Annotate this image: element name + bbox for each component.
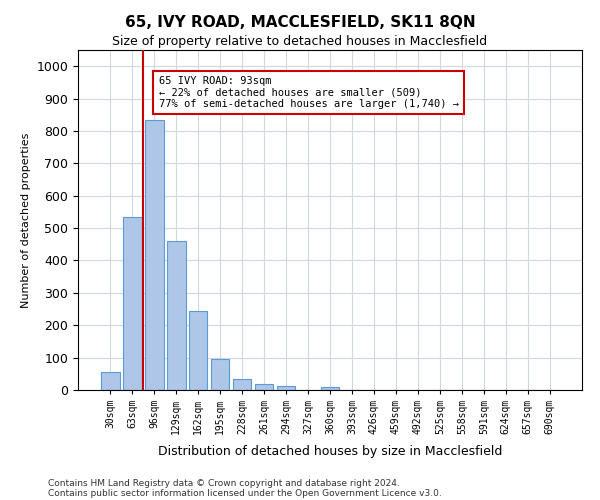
Text: 65, IVY ROAD, MACCLESFIELD, SK11 8QN: 65, IVY ROAD, MACCLESFIELD, SK11 8QN xyxy=(125,15,475,30)
Bar xyxy=(233,378,251,390)
Y-axis label: Number of detached properties: Number of detached properties xyxy=(21,132,31,308)
Bar xyxy=(211,358,229,390)
Bar xyxy=(123,217,142,390)
X-axis label: Distribution of detached houses by size in Macclesfield: Distribution of detached houses by size … xyxy=(158,446,502,458)
Text: Contains public sector information licensed under the Open Government Licence v3: Contains public sector information licen… xyxy=(48,488,442,498)
Bar xyxy=(255,384,274,390)
Text: Contains HM Land Registry data © Crown copyright and database right 2024.: Contains HM Land Registry data © Crown c… xyxy=(48,478,400,488)
Bar xyxy=(145,120,164,390)
Text: Size of property relative to detached houses in Macclesfield: Size of property relative to detached ho… xyxy=(112,35,488,48)
Bar xyxy=(101,372,119,390)
Bar xyxy=(167,241,185,390)
Bar xyxy=(320,388,340,390)
Bar xyxy=(189,310,208,390)
Bar xyxy=(277,386,295,390)
Text: 65 IVY ROAD: 93sqm
← 22% of detached houses are smaller (509)
77% of semi-detach: 65 IVY ROAD: 93sqm ← 22% of detached hou… xyxy=(158,76,458,109)
